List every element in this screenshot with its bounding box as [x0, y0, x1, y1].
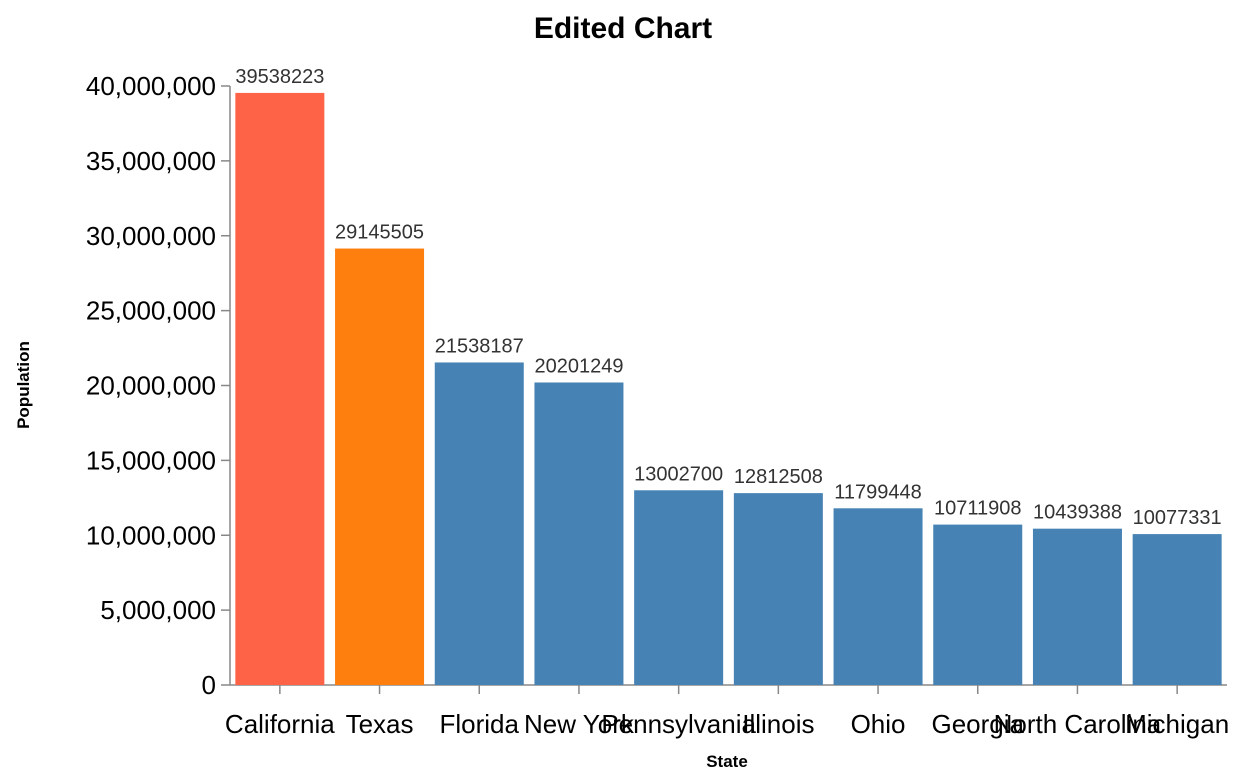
y-tick-label: 10,000,000 — [86, 520, 216, 550]
y-tick-label: 25,000,000 — [86, 296, 216, 326]
data-label: 29145505 — [335, 222, 424, 244]
data-label: 10439388 — [1033, 502, 1122, 524]
x-tick-label: Florida — [440, 709, 520, 739]
x-axis-title: State — [706, 752, 748, 771]
y-tick-label: 20,000,000 — [86, 371, 216, 401]
bar-michigan[interactable] — [1132, 534, 1222, 685]
x-tick-label: Illinois — [742, 709, 814, 739]
bars-group — [235, 92, 1222, 686]
data-labels-group: 39538223 29145505 21538187 20201249 13002700… — [235, 66, 1221, 529]
y-tick-label: 5,000,000 — [100, 595, 216, 625]
bar-georgia[interactable] — [933, 524, 1023, 685]
x-tick-label: North Carolina — [994, 709, 1162, 739]
data-label: 20201249 — [534, 355, 623, 377]
y-tick-label: 15,000,000 — [86, 445, 216, 475]
bar-illinois[interactable] — [733, 493, 823, 685]
x-tick-label: New York — [524, 709, 635, 739]
bar-new-york[interactable] — [534, 382, 624, 685]
y-tick-label: 30,000,000 — [86, 221, 216, 251]
y-axis-title: Population — [14, 341, 33, 429]
bar-florida[interactable] — [434, 362, 524, 685]
data-label: 13002700 — [634, 463, 723, 485]
x-tick-label: Pennsylvania — [601, 709, 756, 739]
y-axis: 0 5,000,000 10,000,000 15,000,000 20,000,000… — [86, 71, 231, 700]
data-label: 21538187 — [435, 335, 524, 357]
chart-title: Edited Chart — [534, 12, 712, 45]
x-tick-label: Georgia — [932, 709, 1025, 739]
x-axis: California Texas Florida New YorkPennsylvan… — [225, 684, 1229, 739]
data-label: 10077331 — [1133, 507, 1222, 529]
y-tick-label: 0 — [202, 670, 216, 700]
bar-california[interactable] — [235, 92, 325, 686]
bar-texas[interactable] — [335, 248, 425, 685]
y-tick-label: 40,000,000 — [86, 71, 216, 101]
data-label: 12812508 — [734, 466, 823, 488]
bar-ohio[interactable] — [833, 508, 923, 685]
x-tick-label: Michigan — [1125, 709, 1229, 739]
data-label: 39538223 — [235, 66, 324, 88]
bar-north-carolina[interactable] — [1032, 528, 1122, 685]
x-tick-label: Ohio — [851, 709, 906, 739]
x-tick-label: Texas — [346, 709, 414, 739]
data-label: 11799448 — [834, 481, 922, 503]
data-label: 10711908 — [934, 498, 1022, 520]
y-tick-label: 35,000,000 — [86, 146, 216, 176]
x-tick-label: California — [225, 709, 335, 739]
bar-pennsylvania[interactable] — [634, 490, 724, 685]
